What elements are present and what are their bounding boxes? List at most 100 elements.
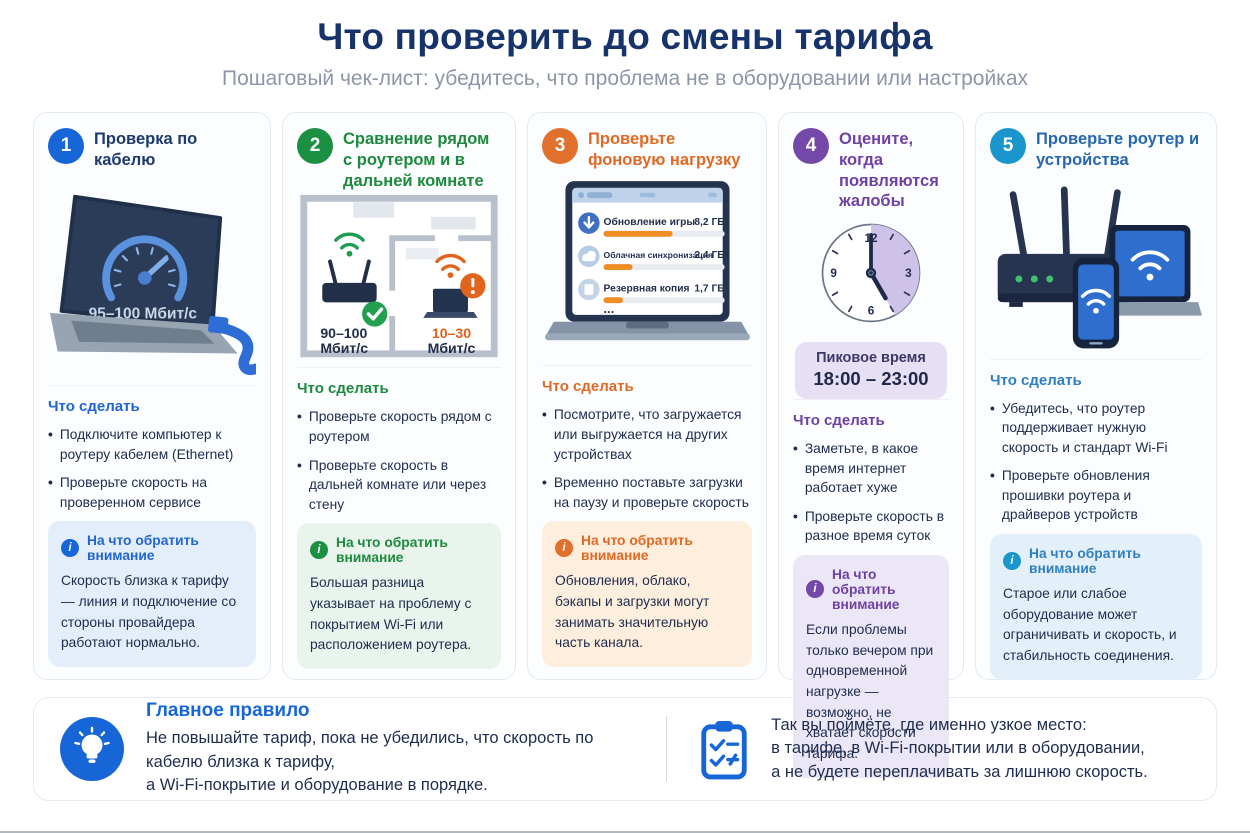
- wifi-icon: [1130, 249, 1170, 281]
- step-card-cable-check: 1 Проверка по кабелю: [33, 112, 271, 680]
- card-head: 4 Оцените, когда появляются жалобы: [793, 127, 949, 212]
- bullet-item: Проверьте скорость рядом с роутером: [297, 407, 501, 446]
- what-to-do-heading: Что сделать: [48, 397, 140, 415]
- info-icon: [310, 541, 328, 560]
- note-title: На что обратить внимание: [87, 533, 199, 564]
- step-title: Проверка по кабелю: [94, 130, 198, 169]
- progress-bar: [603, 230, 673, 237]
- far-speed-unit: Мбит/с: [428, 340, 476, 356]
- note-header: На что обратить внимание: [61, 533, 243, 563]
- note-text: Скорость близка к тарифу — линия и подкл…: [61, 573, 237, 651]
- step-card-time-of-complaints: 4 Оцените, когда появляются жалобы: [778, 112, 964, 778]
- download-label: Резервная копия: [604, 283, 690, 294]
- page-header: Что проверить до смены тарифа Пошаговый …: [0, 0, 1250, 91]
- speedometer-icon: [102, 235, 188, 321]
- main-rule-block: Главное правило Не повышайте тариф, пока…: [60, 700, 642, 797]
- note-box: На что обратить внимание Скорость близка…: [48, 521, 256, 667]
- bullet-item: Временно поставьте загрузки на паузу и п…: [542, 473, 752, 512]
- footer-panel: Главное правило Не повышайте тариф, пока…: [33, 697, 1217, 801]
- download-size: 1,7 ГБ: [694, 283, 724, 294]
- step-number-badge: 5: [990, 128, 1026, 164]
- note-box: На что обратить внимание Большая разница…: [297, 523, 501, 669]
- note-header: На что обратить внимание: [555, 533, 739, 563]
- note-title: На что обратить внимание: [832, 566, 900, 612]
- note-header: На что обратить внимание: [806, 567, 936, 612]
- progress-bar: [603, 297, 623, 304]
- card-head: 2 Сравнение рядом с роутером и в дальней…: [297, 127, 501, 191]
- note-text: Старое или слабое оборудование может огр…: [1003, 586, 1177, 664]
- bullet-item: Убедитесь, что роутер поддерживает нужну…: [990, 399, 1202, 458]
- illustration-clock: 12 3 6 9 Пиковое время 18:00 – 23:00: [793, 212, 949, 399]
- conclusion-block: Так вы поймёте, где именно узкое место: …: [691, 714, 1190, 784]
- step-card-router-devices: 5 Проверьте роутер и устройства: [975, 112, 1217, 680]
- what-to-do-heading: Что сделать: [297, 380, 389, 398]
- clock-number-6: 6: [868, 305, 875, 318]
- note-title: На что обратить внимание: [336, 535, 448, 566]
- note-header: На что обратить внимание: [310, 535, 488, 565]
- note-box: На что обратить внимание Обновления, обл…: [542, 521, 752, 667]
- info-icon: [806, 580, 824, 599]
- clock-number-3: 3: [905, 267, 912, 280]
- download-label: Облачная синхронизация: [604, 250, 714, 260]
- download-row: Облачная синхронизация 2,4 ГБ: [578, 245, 725, 270]
- page-title: Что проверить до смены тарифа: [317, 16, 933, 57]
- steps-row: 1 Проверка по кабелю: [0, 112, 1250, 778]
- illustration-router-devices: [990, 171, 1202, 359]
- main-rule-title: Главное правило: [146, 700, 310, 722]
- bullet-item: Подключите компьютер к роутеру кабелем (…: [48, 425, 256, 464]
- info-icon: [555, 539, 573, 558]
- wifi-weak-icon: [435, 254, 466, 279]
- step-number-badge: 3: [542, 128, 578, 164]
- illustration-floor-plan: 90–100 Мбит/с: [297, 191, 501, 367]
- step-card-background-load: 3 Проверьте фоновую нагрузку: [527, 112, 767, 680]
- floor-plan-illustration: 90–100 Мбит/с: [300, 195, 498, 358]
- far-speed-value: 10–30: [432, 326, 471, 342]
- page-subtitle: Пошаговый чек-лист: убедитесь, что пробл…: [221, 67, 1029, 90]
- info-icon: [1003, 552, 1021, 571]
- wifi-icon: [1080, 288, 1112, 314]
- card-head: 1 Проверка по кабелю: [48, 127, 256, 171]
- download-size: 2,4 ГБ: [694, 250, 724, 261]
- card-head: 5 Проверьте роутер и устройства: [990, 127, 1202, 171]
- router-icon: [322, 259, 377, 303]
- peak-time-range: 18:00 – 23:00: [813, 368, 929, 389]
- card-head: 3 Проверьте фоновую нагрузку: [542, 127, 752, 171]
- more-items-ellipsis: ...: [604, 302, 615, 316]
- info-icon: [61, 539, 79, 558]
- check-icon: [362, 301, 388, 327]
- step-title: Сравнение рядом с роутером и в дальней к…: [343, 130, 490, 190]
- what-to-do-heading: Что сделать: [990, 371, 1082, 389]
- laptop-icon: [1092, 224, 1202, 316]
- bullet-item: Проверьте скорость в разное время суток: [793, 507, 949, 546]
- router-devices-illustration: [997, 186, 1202, 348]
- downloads-laptop-illustration: Обновление игры 8,2 ГБ Облачная синхрони…: [544, 181, 751, 341]
- bullet-item: Посмотрите, что загружается или выгружае…: [542, 405, 752, 464]
- conclusion-text: Так вы поймёте, где именно узкое место: …: [771, 715, 1148, 781]
- download-row: Резервная копия 1,7 ГБ: [578, 278, 725, 304]
- bullet-item: Проверьте скорость в дальней комнате или…: [297, 456, 501, 515]
- step-number-badge: 1: [48, 128, 84, 164]
- note-title: На что обратить внимание: [1029, 546, 1141, 577]
- what-to-do-heading: Что сделать: [542, 378, 634, 396]
- note-title: На что обратить внимание: [581, 533, 693, 564]
- note-header: На что обратить внимание: [1003, 546, 1189, 576]
- illustration-laptop-cable: 95–100 Мбит/с: [48, 171, 256, 385]
- what-to-do-heading: Что сделать: [793, 412, 885, 429]
- illustration-downloads-laptop: Обновление игры 8,2 ГБ Облачная синхрони…: [542, 171, 752, 366]
- step-title: Оцените, когда появляются жалобы: [839, 130, 939, 211]
- checklist-clipboard-icon: [701, 721, 747, 780]
- smartphone-icon: [1072, 257, 1120, 348]
- download-row: Обновление игры 8,2 ГБ: [578, 212, 725, 237]
- step-number-badge: 2: [297, 128, 333, 164]
- wifi-strong-icon: [334, 232, 365, 258]
- step-title: Проверьте роутер и устройства: [1036, 130, 1200, 169]
- note-box: На что обратить внимание Если проблемы т…: [793, 554, 949, 778]
- main-rule-text: Не повышайте тариф, пока не убедились, ч…: [146, 729, 594, 795]
- note-text: Большая разница указывает на проблему с …: [310, 575, 472, 653]
- laptop-speedtest-illustration: 95–100 Мбит/с: [49, 194, 256, 375]
- progress-bar: [603, 264, 633, 270]
- lightbulb-icon: [60, 717, 124, 781]
- download-size: 8,2 ГБ: [694, 217, 724, 228]
- laptop-icon: [423, 289, 478, 319]
